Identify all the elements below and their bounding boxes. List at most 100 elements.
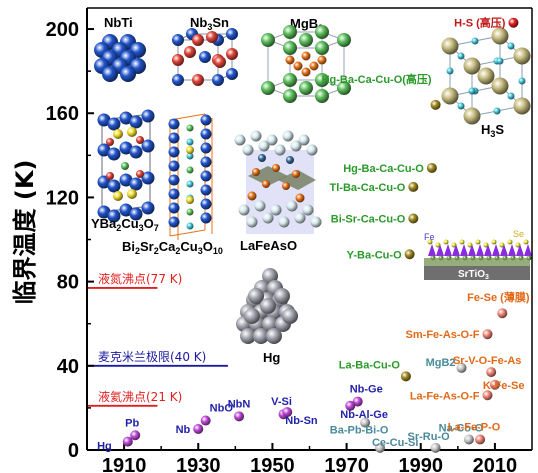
- film-unit: [524, 244, 532, 256]
- bscco-atom: [186, 196, 194, 204]
- data-point: [456, 362, 467, 373]
- film-unit: [508, 244, 516, 256]
- ybco-atom: [129, 207, 143, 221]
- bscco-atom: [186, 138, 194, 146]
- x-tick-label: 1970: [324, 455, 369, 473]
- ybco-atom: [127, 127, 137, 137]
- lafeaso-atom: [290, 140, 302, 152]
- bscco-atom: [200, 212, 212, 224]
- ybco-atom: [107, 179, 121, 193]
- lafeaso-atom: [306, 144, 318, 156]
- data-point-label: NbO: [210, 403, 234, 415]
- data-point: [489, 379, 500, 390]
- ybco-atom: [127, 189, 137, 199]
- data-point-label: Fe-Se (薄膜): [467, 290, 530, 304]
- bscco-atom: [186, 166, 194, 174]
- srtio3-substrate: [424, 266, 530, 280]
- film-se-atom: [507, 239, 513, 245]
- mgb2-b-atom: [301, 67, 311, 77]
- data-point: [345, 400, 356, 411]
- data-point-label: Nb-Al-Ge: [340, 409, 388, 421]
- h3s-h-atom: [496, 57, 504, 65]
- data-point: [408, 181, 419, 192]
- lafeaso-atom: [274, 144, 286, 156]
- bscco-atom: [186, 222, 194, 230]
- data-point: [130, 430, 141, 441]
- lafeaso-atom: [258, 140, 270, 152]
- lafeaso-atom: [295, 193, 305, 203]
- nb3sn-atom: [172, 54, 184, 66]
- film-unit: [516, 244, 524, 256]
- data-point: [360, 417, 371, 428]
- structure-nbti: NbTi: [94, 15, 146, 82]
- data-point: [122, 436, 133, 447]
- bscco-atom: [168, 188, 180, 200]
- struct-label-srtio3: SrTiO3: [458, 269, 489, 281]
- data-point-label: Pb: [125, 417, 139, 429]
- lafeaso-atom: [286, 200, 298, 212]
- bscco-atom: [168, 118, 180, 130]
- film-interface: [424, 258, 530, 266]
- structure-h3s: H3S: [441, 27, 531, 139]
- bscco-atom: [186, 152, 194, 160]
- ybco-atom: [136, 136, 144, 144]
- struct-label-h3s: H3S: [481, 122, 504, 139]
- film-se-atom: [515, 242, 521, 248]
- h3s-h-atom: [471, 37, 479, 45]
- nb3sn-atom: [172, 34, 184, 46]
- bscco-atom: [168, 146, 180, 158]
- ybco-atom: [129, 177, 143, 191]
- ybco-atom: [119, 111, 133, 125]
- bscco-atom: [168, 216, 180, 228]
- ybco-atom: [119, 203, 133, 217]
- film-unit: [428, 244, 436, 256]
- data-point: [475, 434, 486, 445]
- data-point-label: Bi-Sr-Ca-Cu-O: [331, 213, 406, 225]
- lafeaso-atom: [238, 204, 250, 216]
- data-point: [486, 367, 497, 378]
- film-se-atom: [467, 242, 473, 248]
- h3s-s-atom: [441, 37, 459, 55]
- bscco-atom: [200, 114, 212, 126]
- data-point: [374, 442, 385, 453]
- nb3sn-atom: [214, 56, 226, 68]
- ybco-atom: [113, 191, 123, 201]
- y-tick-label: 0: [68, 440, 79, 462]
- data-point-label: H-S (高压): [454, 16, 506, 30]
- h3s-h-atom: [507, 42, 515, 50]
- lafeaso-atom: [234, 134, 246, 146]
- lafeaso-atom: [286, 156, 294, 164]
- ybco-atom: [119, 173, 133, 187]
- data-point: [408, 213, 419, 224]
- nb3sn-atom: [199, 51, 211, 63]
- lafeaso-atom: [242, 144, 254, 156]
- hg-atom: [274, 288, 290, 304]
- data-point-label: Sm-Fe-As-O-F: [406, 329, 480, 341]
- film-unit: [500, 244, 508, 256]
- data-point-label: Hg-Ba-Ca-Cu-O(高压): [322, 72, 432, 86]
- lafeaso-atom: [246, 216, 258, 228]
- data-point-label: Ba-Pb-Bi-O: [330, 425, 389, 437]
- bscco-atom: [168, 202, 180, 214]
- structure-lafeaso: LaFeAsO: [234, 130, 322, 253]
- h3s-s-atom: [477, 67, 495, 85]
- mgb2-mg-atom: [337, 81, 351, 95]
- h3s-s-atom: [491, 77, 509, 95]
- data-point: [352, 396, 363, 407]
- hg-atom: [282, 308, 298, 324]
- lafeaso-atom: [292, 170, 300, 178]
- nb3sn-atom: [226, 68, 238, 80]
- h3s-s-atom: [513, 97, 531, 115]
- mgb2-mg-atom: [261, 33, 275, 47]
- film-se-atom: [427, 239, 433, 245]
- ybco-atom: [136, 170, 144, 178]
- ybco-atom: [129, 145, 143, 159]
- ybco-atom: [107, 147, 121, 161]
- bscco-atom: [200, 170, 212, 182]
- ybco-atom: [107, 209, 121, 223]
- data-point-label: Hg: [97, 441, 112, 453]
- h3s-h-atom: [457, 102, 465, 110]
- lafeaso-atom: [282, 182, 290, 190]
- film-se-atom: [491, 239, 497, 245]
